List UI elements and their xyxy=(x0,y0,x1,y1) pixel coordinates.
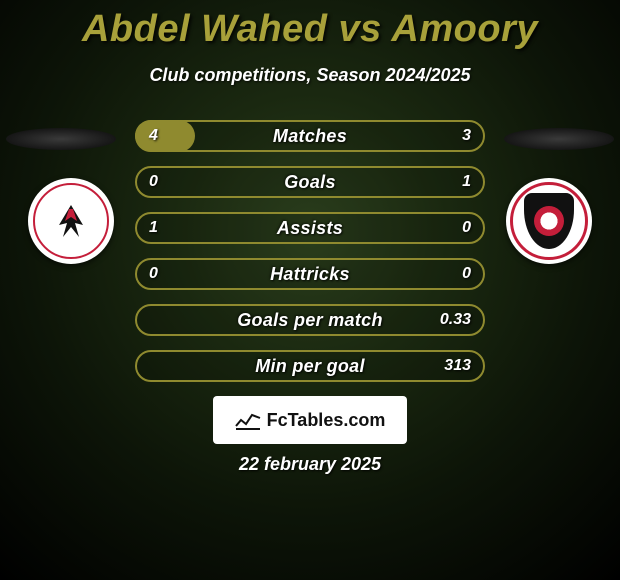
stat-row: 313Min per goal xyxy=(135,350,485,382)
stat-row: 01Goals xyxy=(135,166,485,198)
club-crest-left-inner xyxy=(33,183,109,259)
stat-row: 0.33Goals per match xyxy=(135,304,485,336)
stat-label: Min per goal xyxy=(135,350,485,382)
player-left-shadow xyxy=(6,128,116,150)
club-crest-right xyxy=(506,178,592,264)
stat-label: Goals per match xyxy=(135,304,485,336)
stat-label: Hattricks xyxy=(135,258,485,290)
stat-row: 10Assists xyxy=(135,212,485,244)
shield-icon xyxy=(524,193,574,249)
eagle-icon xyxy=(49,199,93,243)
stat-label: Matches xyxy=(135,120,485,152)
stat-label: Goals xyxy=(135,166,485,198)
stat-row: 00Hattricks xyxy=(135,258,485,290)
branding-chart-icon xyxy=(235,410,261,430)
subtitle: Club competitions, Season 2024/2025 xyxy=(0,65,620,86)
stats-container: 43Matches 01Goals 10Assists 00Hattricks 0.33… xyxy=(135,120,485,396)
stat-label: Assists xyxy=(135,212,485,244)
player-right-shadow xyxy=(504,128,614,150)
stat-row: 43Matches xyxy=(135,120,485,152)
shield-inner-icon xyxy=(534,206,564,236)
page-title: Abdel Wahed vs Amoory xyxy=(0,0,620,51)
club-crest-right-inner xyxy=(510,182,588,260)
club-crest-left xyxy=(28,178,114,264)
branding-text: FcTables.com xyxy=(267,410,386,431)
date-text: 22 february 2025 xyxy=(0,454,620,475)
branding-badge: FcTables.com xyxy=(213,396,407,444)
